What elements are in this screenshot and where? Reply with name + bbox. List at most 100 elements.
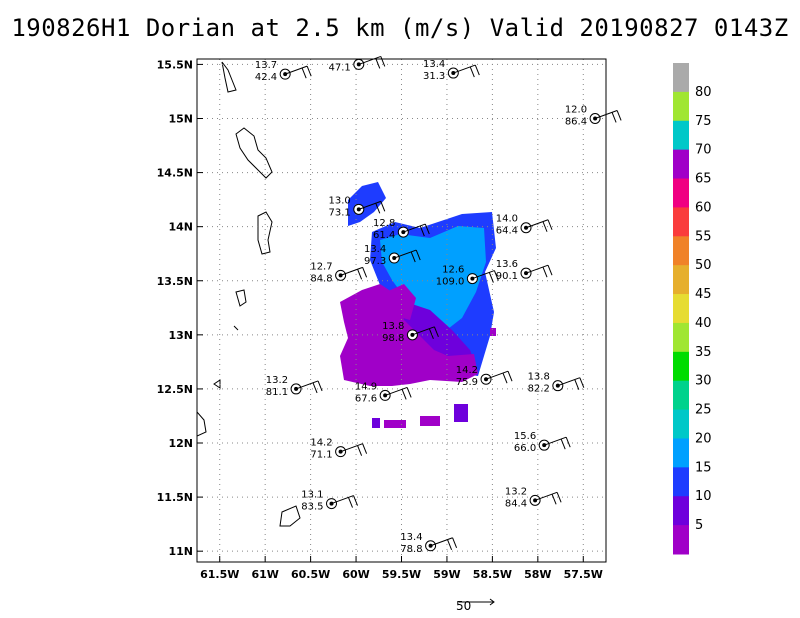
colorbar-label: 75 [695, 114, 712, 129]
y-tick-label: 13N [168, 329, 193, 342]
island-outline [233, 325, 239, 331]
dropsonde-value-bottom: 61.4 [373, 230, 395, 241]
wind-barb-feather [560, 438, 566, 450]
dropsonde-value-top: 13.2 [266, 375, 288, 386]
dropsonde-value-bottom: 86.4 [565, 116, 587, 127]
dropsonde-value-bottom: 71.1 [310, 450, 332, 461]
dropsonde-value-top: 13.4 [423, 59, 445, 70]
dropsonde-value-bottom: 42.4 [255, 72, 277, 83]
dropsonde: 12.086.4 [565, 104, 622, 127]
island-outline [235, 289, 247, 307]
dropsonde: 13.497.3 [364, 244, 421, 267]
wind-barb-shaft [358, 200, 381, 210]
colorbar-segment [673, 63, 689, 93]
colorbar-segment [673, 178, 689, 208]
wind-field-patch [372, 418, 380, 428]
y-tick-label: 12N [168, 437, 193, 450]
wind-barb-shaft [295, 380, 319, 390]
dropsonde: 13.183.5 [301, 490, 358, 513]
dropsonde: 14.275.9 [456, 365, 513, 388]
dropsonde: 13.478.8 [400, 532, 458, 555]
colorbar-segment [673, 91, 689, 122]
wind-barb-shaft [358, 55, 381, 65]
dropsonde-value-top: 12.6 [442, 265, 464, 276]
dropsonde: 12.861.4 [373, 218, 430, 241]
island-outline [221, 61, 237, 93]
island-outline [235, 127, 273, 179]
dropsonde-value-bottom: 73.1 [329, 207, 351, 218]
x-tick-label: 60W [342, 568, 369, 581]
dropsonde-value-bottom: 81.1 [266, 387, 288, 398]
dropsonde-value-bottom: 78.8 [400, 544, 422, 555]
dropsonde: 13.431.3 [423, 59, 480, 82]
wind-barb-feather [488, 272, 494, 283]
chart-title: 190826H1 Dorian at 2.5 km (m/s) Valid 20… [11, 14, 789, 42]
wind-barb-shaft [472, 270, 495, 280]
dropsonde: 13.281.1 [266, 375, 323, 398]
dropsonde: 15.666.0 [514, 431, 571, 454]
wind-barb-shaft [525, 219, 549, 229]
x-tick-label: 60.5W [291, 568, 330, 581]
wind-barb-feather [542, 266, 548, 278]
wind-barb-feather [433, 326, 439, 338]
y-tick-label: 15N [168, 112, 193, 125]
wind-barb-feather [616, 110, 622, 121]
wind-barb-feather [452, 537, 458, 548]
colorbar-label: 80 [695, 85, 712, 100]
y-tick-label: 11N [168, 545, 193, 558]
wind-barb-feather [447, 539, 453, 550]
colorbar-label: 50 [695, 258, 712, 273]
wind-barb-feather [611, 112, 617, 123]
island-outline [197, 411, 207, 437]
wind-barb-shaft [340, 266, 363, 276]
wind-barb-feather [348, 497, 353, 508]
dropsonde-value-top: 14.2 [310, 438, 332, 449]
wind-field-purple-region-2 [386, 284, 416, 320]
dropsonde-value-bottom: 109.0 [436, 277, 465, 288]
wind-barb-feather [401, 389, 407, 400]
wind-barb-feather [556, 492, 562, 503]
wind-barb-feather [469, 66, 475, 78]
dropsonde-value-top: 12.0 [565, 104, 587, 115]
x-tick-label: 61.5W [200, 568, 239, 581]
dropsonde-value-bottom: 67.6 [355, 393, 377, 404]
wind-field-blue-region [348, 182, 386, 226]
dropsonde-value-top: 14.0 [496, 214, 518, 225]
wind-barb-shaft [394, 249, 417, 259]
wind-barb-feather [312, 382, 318, 394]
dropsonde-value-top: 13.4 [400, 532, 422, 543]
x-tick-label: 61W [251, 568, 278, 581]
dropsonde-dot [356, 62, 361, 67]
colorbar-label: 70 [695, 143, 712, 158]
dropsonde-value-top: 13.2 [505, 486, 527, 497]
dropsonde: 14.064.4 [496, 214, 553, 237]
dropsonde-value-bottom: 98.8 [382, 333, 404, 344]
colorbar-label: 45 [695, 287, 712, 302]
y-tick-label: 11.5N [157, 491, 193, 504]
coastlines [197, 61, 301, 527]
dropsonde-value-top: 13.0 [329, 195, 351, 206]
wind-barb-shaft [430, 537, 453, 547]
island-outline [257, 211, 273, 255]
wind-field-patch [420, 416, 440, 426]
wind-barb-feather [415, 249, 421, 261]
y-tick-label: 14N [168, 221, 193, 234]
wind-barb-feather [306, 65, 312, 77]
x-tick-label: 57.5W [564, 568, 603, 581]
colorbar-segment [673, 380, 689, 411]
wind-barb-feather [362, 443, 368, 454]
wind-barb-feather [317, 380, 323, 392]
colorbar-segment [673, 265, 689, 295]
x-tick-label: 59.5W [382, 568, 421, 581]
wind-barb-shaft [331, 495, 354, 505]
wind-barb-feather [542, 221, 548, 232]
wind-barb-feather [380, 201, 386, 212]
dropsonde-value-bottom: 31.3 [423, 71, 445, 82]
dropsonde-value-top: 13.7 [255, 60, 277, 71]
wind-barb-feather [375, 203, 381, 214]
wind-barb-feather [547, 219, 553, 230]
dropsonde: 13.690.1 [496, 259, 553, 282]
wind-barb-feather [565, 436, 571, 448]
